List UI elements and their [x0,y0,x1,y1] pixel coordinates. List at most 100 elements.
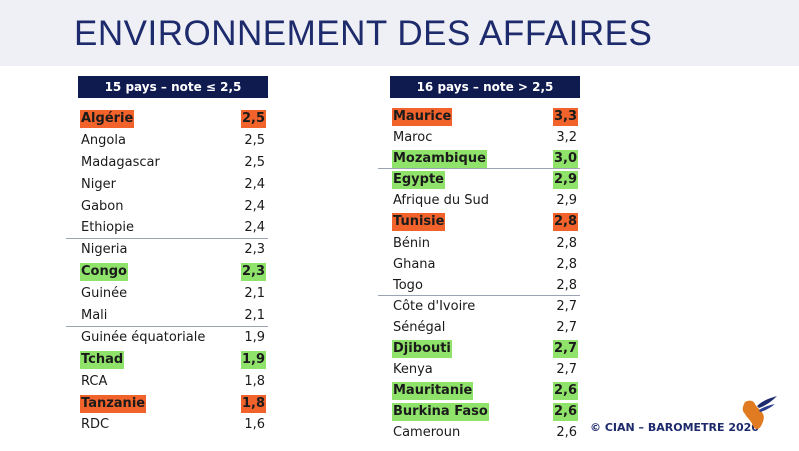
country-score: 3,0 [552,150,578,169]
country-name: Kenya [393,362,433,378]
right-table: 16 pays – note > 2,5 Maurice 3,3 Maroc 3,2 M… [378,76,580,444]
country-name: Madagascar [81,154,160,170]
country-name: Sénégal [393,319,446,335]
country-name: Burkina Faso [392,403,489,422]
country-name: Congo [80,263,128,282]
table-row: Côte d'Ivoire 2,7 [390,296,580,317]
table-row: Sénégal 2,7 [390,317,580,338]
table-row: Congo 2,3 [78,261,268,283]
country-score: 2,8 [552,213,578,232]
country-score: 2,6 [552,382,578,401]
country-score: 2,1 [244,286,265,302]
country-name: Angola [81,132,126,148]
country-score: 2,4 [244,176,265,192]
country-name: Maurice [392,108,453,126]
country-name: Guinée équatoriale [81,329,206,345]
country-name: Niger [81,176,116,192]
country-score: 2,7 [556,298,577,314]
table-row: Tanzanie 1,8 [78,393,268,415]
country-score: 2,8 [556,235,577,251]
country-score: 2,9 [552,171,578,190]
country-score: 2,4 [244,198,265,214]
group-divider [66,325,268,327]
right-table-header: 16 pays – note > 2,5 [390,76,580,98]
country-score: 2,8 [556,256,577,272]
left-table: 15 pays – note ≤ 2,5 Algérie 2,5 Angola 2,5… [66,76,268,436]
country-name: Côte d'Ivoire [393,298,476,314]
copyright-footer: © CIAN – BAROMETRE 2020 [590,421,759,434]
group-divider [66,238,268,240]
country-name: Tchad [80,350,125,369]
table-row: Angola 2,5 [78,130,268,152]
country-score: 2,1 [244,308,265,324]
country-name: RDC [81,417,110,433]
title-band [0,0,799,66]
table-row: Kenya 2,7 [390,359,580,380]
table-row: Nigeria 2,3 [78,239,268,261]
table-row: Algérie 2,5 [78,108,268,130]
table-row: Tunisie 2,8 [390,211,580,232]
table-row: Togo 2,8 [378,275,580,296]
country-score: 2,7 [556,362,577,378]
country-score: 2,7 [552,340,578,359]
country-name: Ethiopie [81,220,134,236]
slide-title: ENVIRONNEMENT DES AFFAIRES [74,14,653,53]
table-row: Afrique du Sud 2,9 [390,190,580,211]
table-row: Gabon 2,4 [78,196,268,218]
country-name: Cameroun [393,425,461,441]
table-row: Mauritanie 2,6 [390,380,580,401]
country-score: 3,2 [556,130,577,146]
table-row: Ethiopie 2,4 [66,217,268,240]
country-name: Mozambique [392,150,487,169]
country-score: 2,5 [240,110,266,128]
group-divider [378,168,580,170]
country-score: 2,3 [244,242,265,258]
country-name: Afrique du Sud [393,193,489,209]
country-score: 2,9 [556,193,577,209]
table-row: Guinée 2,1 [78,283,268,305]
cian-logo-icon [742,396,777,429]
left-table-rows: Algérie 2,5 Angola 2,5 Madagascar 2,5 Niger 2,4… [66,108,268,436]
country-name: Ghana [393,256,436,272]
table-row: Madagascar 2,5 [78,152,268,174]
country-score: 2,8 [556,277,577,293]
table-row: Djibouti 2,7 [390,338,580,359]
table-row: Burkina Faso 2,6 [390,401,580,422]
country-score: 2,3 [240,263,266,282]
table-row: Cameroun 2,6 [390,422,580,443]
country-score: 3,3 [552,108,578,126]
country-score: 2,4 [244,220,265,236]
country-score: 2,6 [556,425,577,441]
left-table-header: 15 pays – note ≤ 2,5 [78,76,268,98]
table-row: Niger 2,4 [78,174,268,196]
table-row: Tchad 1,9 [78,349,268,371]
country-name: Egypte [392,171,445,190]
country-name: Djibouti [392,340,452,359]
right-table-rows: Maurice 3,3 Maroc 3,2 Mozambique 3,0 Egypte 2,9… [378,106,580,444]
country-name: Togo [393,277,423,293]
table-row: RCA 1,8 [78,371,268,393]
table-row: Maurice 3,3 [390,106,580,127]
country-name: Gabon [81,198,124,214]
country-name: Nigeria [81,242,128,258]
table-row: Egypte 2,9 [390,169,580,190]
country-score: 1,9 [240,350,266,369]
country-score: 2,5 [244,154,265,170]
country-name: Mali [81,308,108,324]
country-name: Mauritanie [392,382,474,401]
country-score: 1,8 [240,394,266,413]
table-row: Bénin 2,8 [390,233,580,254]
country-score: 2,7 [556,319,577,335]
country-name: Guinée [81,286,128,302]
country-name: RCA [81,373,108,389]
country-score: 1,8 [244,373,265,389]
country-score: 2,5 [244,132,265,148]
country-name: Tanzanie [80,394,147,413]
table-row: Mali 2,1 [66,305,268,327]
table-row: Mozambique 3,0 [378,148,580,170]
country-score: 1,9 [244,329,265,345]
country-name: Tunisie [392,213,446,232]
table-row: Ghana 2,8 [390,254,580,275]
table-row: Guinée équatoriale 1,9 [78,327,268,349]
country-name: Bénin [393,235,431,251]
